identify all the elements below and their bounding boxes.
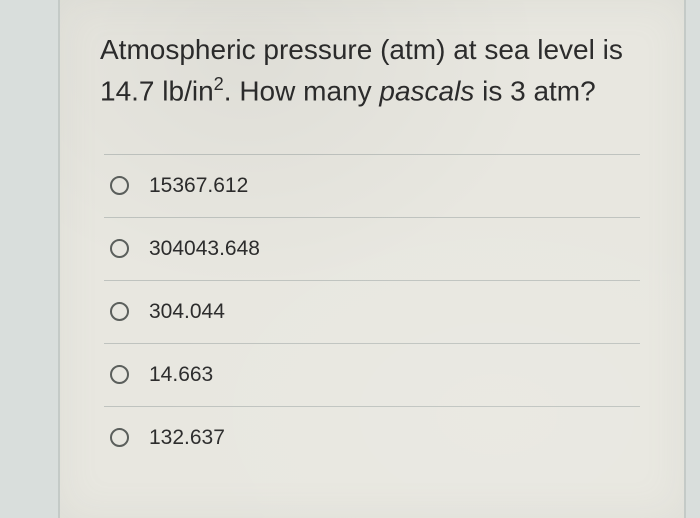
radio-icon[interactable] [110, 365, 129, 384]
option-row[interactable]: 304043.648 [104, 217, 640, 280]
option-label: 132.637 [149, 426, 225, 450]
question-line2-pre: 14.7 lb/in [100, 75, 214, 106]
option-row[interactable]: 304.044 [104, 280, 640, 343]
option-row[interactable]: 14.663 [104, 343, 640, 406]
option-row[interactable]: 15367.612 [104, 154, 640, 217]
outer-frame-left [0, 0, 60, 518]
question-line2-post: is 3 atm? [474, 75, 595, 106]
option-label: 304.044 [149, 300, 225, 324]
question-card: Atmospheric pressure (atm) at sea level … [60, 0, 684, 518]
options-list: 15367.612 304043.648 304.044 14.663 132.… [104, 154, 640, 469]
question-superscript: 2 [214, 74, 224, 94]
option-row[interactable]: 132.637 [104, 406, 640, 469]
radio-icon[interactable] [110, 302, 129, 321]
radio-icon[interactable] [110, 176, 129, 195]
radio-icon[interactable] [110, 239, 129, 258]
question-line1: Atmospheric pressure (atm) at sea level … [100, 34, 623, 65]
question-line2-mid: . How many [224, 75, 380, 106]
option-label: 304043.648 [149, 237, 260, 261]
question-text: Atmospheric pressure (atm) at sea level … [100, 30, 644, 112]
question-italic: pascals [379, 75, 474, 106]
option-label: 14.663 [149, 363, 213, 387]
radio-icon[interactable] [110, 428, 129, 447]
outer-frame-right [684, 0, 700, 518]
option-label: 15367.612 [149, 174, 248, 198]
